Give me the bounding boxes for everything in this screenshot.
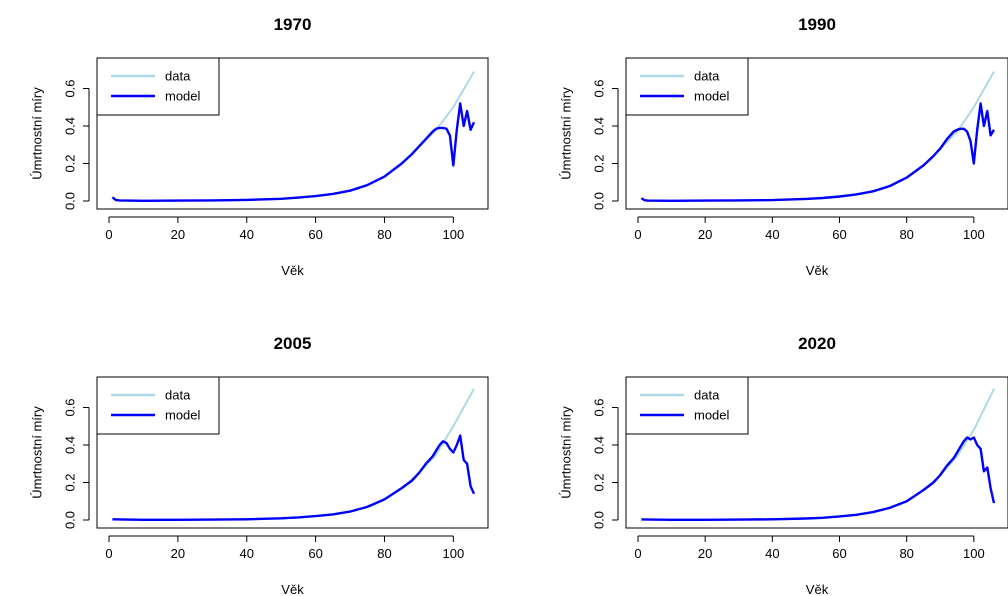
y-tick-label: 0.0 <box>592 511 607 529</box>
x-axis-label: Věk <box>281 263 304 278</box>
x-tick-label: 0 <box>105 546 112 561</box>
chart-title: 2005 <box>274 334 312 353</box>
x-tick-label: 0 <box>105 227 112 242</box>
legend-label-data: data <box>694 69 720 84</box>
y-tick-label: 0.0 <box>63 192 78 210</box>
chart-title: 1970 <box>274 15 312 34</box>
legend-box <box>96 376 220 435</box>
chart-title: 2020 <box>798 334 836 353</box>
y-axis-label: Úmrtnostní míry <box>30 406 45 499</box>
y-tick-label: 0.4 <box>63 117 78 135</box>
y-axis: 0.0 0.2 0.4 0.6 <box>592 398 619 529</box>
y-tick-label: 0.2 <box>63 154 78 172</box>
y-tick-label: 0.2 <box>592 154 607 172</box>
x-tick-label: 0 <box>634 227 641 242</box>
y-tick-label: 0.0 <box>63 511 78 529</box>
x-tick-label: 80 <box>899 546 913 561</box>
plot-area <box>112 388 476 521</box>
y-tick-label: 0.6 <box>592 79 607 97</box>
y-tick-label: 0.2 <box>592 473 607 491</box>
y-axis: 0.0 0.2 0.4 0.6 <box>592 79 619 210</box>
legend: data model <box>96 376 220 435</box>
x-axis: 0 20 40 60 80 100 <box>105 535 464 561</box>
chart-panel-2020: 2020 0 20 40 60 80 100 Věk 0.0 0.2 0.4 0.6 Úmrtnostn… <box>559 334 1008 596</box>
x-tick-label: 100 <box>442 546 464 561</box>
x-tick-label: 100 <box>963 546 985 561</box>
x-axis-label: Věk <box>281 582 304 596</box>
plot-area <box>640 71 996 203</box>
legend-label-model: model <box>165 408 201 423</box>
x-tick-label: 20 <box>171 546 185 561</box>
legend-box <box>625 57 749 116</box>
legend-label-model: model <box>165 89 201 104</box>
series-line-model <box>112 434 476 521</box>
x-tick-label: 40 <box>240 227 254 242</box>
x-axis: 0 20 40 60 80 100 <box>105 216 464 242</box>
chart-panel-1970: 1970 0 20 40 60 80 100 Věk 0.0 0.2 0.4 0.6 Úmrtnostn… <box>30 15 489 278</box>
plot-frame <box>625 57 1008 210</box>
chart-panel-2005: 2005 0 20 40 60 80 100 Věk 0.0 0.2 0.4 0.6 Úmrtnostn… <box>30 334 489 596</box>
x-tick-label: 0 <box>634 546 641 561</box>
legend: data model <box>625 57 749 116</box>
legend-label-data: data <box>694 388 720 403</box>
x-tick-label: 20 <box>171 227 185 242</box>
y-axis-label: Úmrtnostní míry <box>30 87 45 180</box>
x-axis: 0 20 40 60 80 100 <box>634 216 985 242</box>
series-line-model <box>641 436 996 521</box>
x-tick-label: 40 <box>765 227 779 242</box>
legend: data model <box>96 57 220 116</box>
x-tick-label: 60 <box>832 546 846 561</box>
y-tick-label: 0.4 <box>63 436 78 454</box>
plot-area <box>111 71 476 203</box>
series-line-model <box>111 102 476 203</box>
x-axis-label: Věk <box>806 582 829 596</box>
legend-label-model: model <box>694 408 730 423</box>
chart-title: 1990 <box>798 15 836 34</box>
y-tick-label: 0.4 <box>592 117 607 135</box>
x-axis-label: Věk <box>806 263 829 278</box>
y-tick-label: 0.2 <box>63 473 78 491</box>
x-tick-label: 80 <box>899 227 913 242</box>
plot-area <box>641 388 996 521</box>
legend-label-model: model <box>694 89 730 104</box>
y-tick-label: 0.4 <box>592 436 607 454</box>
plot-frame <box>625 376 1008 529</box>
x-tick-label: 100 <box>963 227 985 242</box>
x-tick-label: 40 <box>765 546 779 561</box>
x-axis: 0 20 40 60 80 100 <box>634 535 985 561</box>
x-tick-label: 80 <box>377 227 391 242</box>
y-axis-label: Úmrtnostní míry <box>559 87 574 180</box>
x-tick-label: 60 <box>308 227 322 242</box>
series-line-model <box>640 102 996 203</box>
plot-frame <box>96 57 489 210</box>
y-axis: 0.0 0.2 0.4 0.6 <box>63 398 90 529</box>
legend: data model <box>625 376 749 435</box>
y-axis-label: Úmrtnostní míry <box>559 406 574 499</box>
x-tick-label: 80 <box>377 546 391 561</box>
x-tick-label: 40 <box>240 546 254 561</box>
y-tick-label: 0.6 <box>63 79 78 97</box>
chart-panel-1990: 1990 0 20 40 60 80 100 Věk 0.0 0.2 0.4 0.6 Úmrtnostn… <box>559 15 1008 278</box>
legend-label-data: data <box>165 388 191 403</box>
legend-box <box>96 57 220 116</box>
x-tick-label: 60 <box>308 546 322 561</box>
legend-label-data: data <box>165 69 191 84</box>
y-tick-label: 0.0 <box>592 192 607 210</box>
legend-box <box>625 376 749 435</box>
x-tick-label: 20 <box>698 546 712 561</box>
plot-frame <box>96 376 489 529</box>
x-tick-label: 100 <box>442 227 464 242</box>
x-tick-label: 20 <box>698 227 712 242</box>
y-axis: 0.0 0.2 0.4 0.6 <box>63 79 90 210</box>
y-tick-label: 0.6 <box>63 398 78 416</box>
x-tick-label: 60 <box>832 227 846 242</box>
y-tick-label: 0.6 <box>592 398 607 416</box>
